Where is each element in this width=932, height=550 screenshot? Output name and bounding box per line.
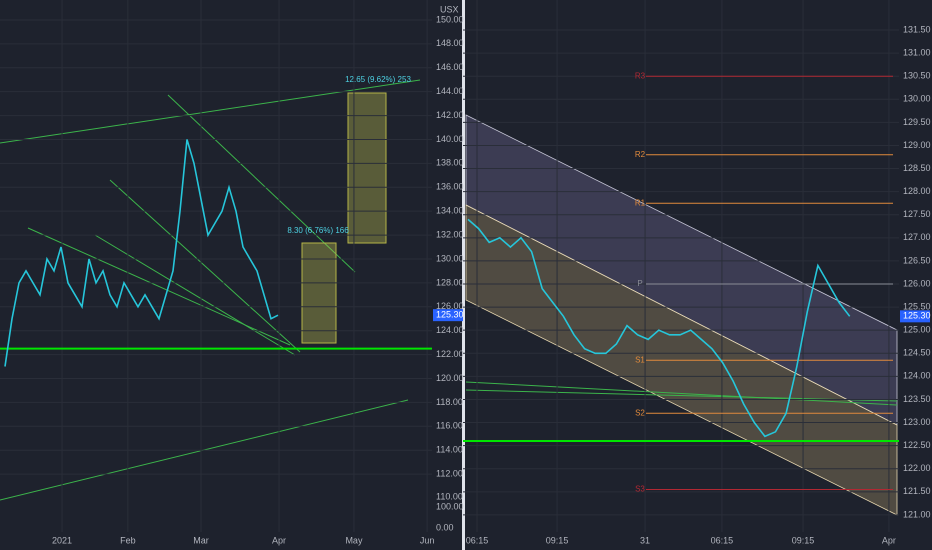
y-tick-label: 131.00 <box>903 47 931 57</box>
trend-line <box>27 227 291 346</box>
x-tick-label: 31 <box>640 535 650 545</box>
trend-line <box>465 381 898 406</box>
y-tick-label: 136.00 <box>436 182 464 192</box>
y-tick-label: 128.00 <box>903 186 931 196</box>
pivot-label: R1 <box>635 198 646 207</box>
y-tick-label: 150.00 <box>436 14 464 24</box>
pivot-label: R3 <box>635 71 646 80</box>
price-tag <box>433 309 463 322</box>
x-tick-label: 09:15 <box>546 535 569 545</box>
y-tick-label: 122.00 <box>903 463 931 473</box>
y-tick-label: 127.50 <box>903 209 931 219</box>
pivot-label: S1 <box>635 355 645 364</box>
y-tick-label: 126.00 <box>436 301 464 311</box>
y-tick-label: 124.50 <box>903 348 931 358</box>
y-tick-label: 126.50 <box>903 255 931 265</box>
y-tick-label: 116.00 <box>436 421 463 431</box>
y-tick-label: 122.50 <box>903 440 931 450</box>
y-tick-label: 129.00 <box>903 140 931 150</box>
y-tick-label: 123.50 <box>903 394 931 404</box>
projection-box <box>301 242 337 344</box>
y-tick-label: 124.00 <box>436 325 464 335</box>
y-tick-label: 148.00 <box>436 38 464 48</box>
y-tick-label: 125.00 <box>903 325 931 335</box>
y-tick-label: 128.50 <box>903 163 931 173</box>
y-tick-label: 121.00 <box>903 509 931 519</box>
price-tag-label: 125.30 <box>436 310 464 320</box>
price-line <box>467 218 851 438</box>
y-tick-label: 130.00 <box>903 94 931 104</box>
x-tick-label: 06:15 <box>466 535 489 545</box>
x-tick-label: 09:15 <box>792 535 815 545</box>
y-tick-label: 140.00 <box>436 134 464 144</box>
annotation: 12.65 (9.62%) 253 <box>345 75 411 84</box>
axis-unit: USX <box>440 4 459 14</box>
y-tick-label: 123.00 <box>903 417 931 427</box>
trend-line <box>0 79 421 144</box>
axis-note: 100.00 <box>436 501 464 511</box>
y-tick-label: 114.00 <box>436 445 463 455</box>
x-tick-label: Feb <box>120 535 136 545</box>
y-tick-label: 138.00 <box>436 158 464 168</box>
price-tag-label: 125.30 <box>903 311 931 321</box>
y-tick-label: 127.00 <box>903 232 931 242</box>
pivot-label: P <box>637 279 642 288</box>
pivot-label: S2 <box>635 408 645 417</box>
y-tick-label: 121.50 <box>903 486 931 496</box>
y-tick-label: 128.00 <box>436 277 464 287</box>
x-tick-label: 2021 <box>52 535 72 545</box>
y-tick-label: 134.00 <box>436 206 464 216</box>
price-tag <box>900 310 930 323</box>
y-tick-label: 118.00 <box>436 397 463 407</box>
x-tick-label: Apr <box>882 535 896 545</box>
x-tick-label: 06:15 <box>711 535 734 545</box>
y-tick-label: 125.50 <box>903 301 931 311</box>
y-tick-label: 144.00 <box>436 86 464 96</box>
price-line <box>4 139 279 367</box>
y-tick-label: 132.00 <box>436 229 464 239</box>
y-tick-label: 130.50 <box>903 71 931 81</box>
x-tick-label: Mar <box>193 535 209 545</box>
x-tick-label: Apr <box>272 535 286 545</box>
y-tick-label: 146.00 <box>436 62 464 72</box>
x-tick-label: Jun <box>420 535 435 545</box>
y-tick-label: 120.00 <box>436 373 464 383</box>
y-tick-label: 130.00 <box>436 253 464 263</box>
axis-note: 110.00 <box>436 491 463 501</box>
y-tick-label: 112.00 <box>436 468 463 478</box>
y-tick-label: 131.50 <box>903 24 931 34</box>
y-tick-label: 142.00 <box>436 110 464 120</box>
y-tick-label: 126.00 <box>903 278 931 288</box>
pivot-label: R2 <box>635 150 646 159</box>
x-tick-label: May <box>345 535 363 545</box>
axis-note: 0.00 <box>436 522 454 532</box>
y-tick-label: 122.00 <box>436 349 464 359</box>
trend-line <box>109 179 301 353</box>
annotation: 8.30 (6.76%) 166 <box>287 226 349 235</box>
y-tick-label: 124.00 <box>903 371 931 381</box>
pivot-label: S3 <box>635 485 645 494</box>
y-tick-label: 129.50 <box>903 117 931 127</box>
